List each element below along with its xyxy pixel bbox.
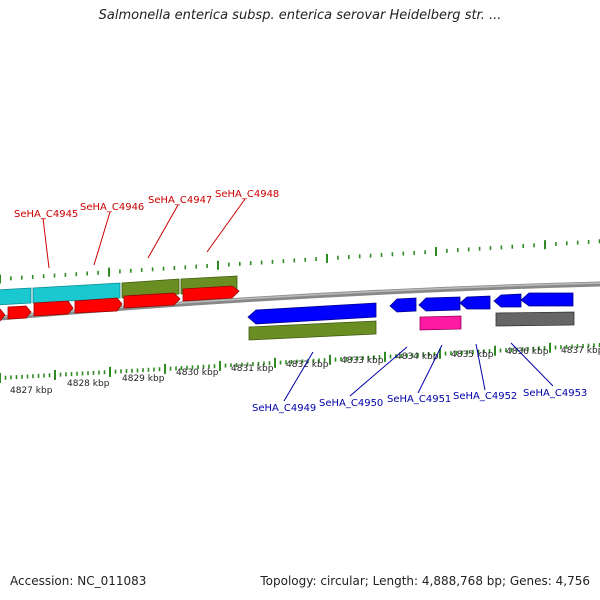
- scale-label: 4836 kbp: [506, 347, 549, 357]
- gene-arrow-red[interactable]: [182, 285, 240, 302]
- gene-feature-magenta[interactable]: [419, 315, 462, 331]
- leader-line: [147, 204, 179, 259]
- gene-label[interactable]: SeHA_C4946: [80, 202, 144, 213]
- leader-line: [42, 217, 50, 269]
- gene-label[interactable]: SeHA_C4945: [14, 209, 78, 220]
- gene-label[interactable]: SeHA_C4951: [387, 394, 451, 405]
- gene-arrow-blue[interactable]: [389, 297, 417, 313]
- gene-arrow-red[interactable]: [0, 308, 6, 322]
- tick-row-bottom: [0, 342, 600, 383]
- leader-line: [475, 343, 486, 391]
- top-label-leaders: [42, 198, 246, 269]
- forward-genes-row-2: [0, 285, 240, 322]
- bottom-label-leaders: [283, 342, 554, 402]
- tick-row-top: [0, 239, 600, 284]
- gene-label[interactable]: SeHA_C4953: [523, 388, 587, 399]
- gene-arrow-red[interactable]: [123, 292, 181, 309]
- leader-line: [93, 211, 111, 266]
- leader-line: [417, 344, 443, 394]
- gene-arrow-blue[interactable]: [520, 292, 574, 307]
- gene-label[interactable]: SeHA_C4950: [319, 398, 383, 409]
- gene-arrow-red[interactable]: [74, 297, 123, 314]
- gene-arrow-blue[interactable]: [459, 295, 491, 310]
- gene-arrow-blue[interactable]: [418, 296, 461, 312]
- accession-text: Accession: NC_011083: [10, 574, 147, 588]
- gene-feature-cyan[interactable]: [0, 287, 32, 306]
- gene-arrow-red[interactable]: [7, 305, 32, 320]
- gene-label[interactable]: SeHA_C4949: [252, 403, 316, 414]
- genome-summary-text: Topology: circular; Length: 4,888,768 bp…: [260, 574, 590, 588]
- scale-label: 4834 kbp: [396, 352, 439, 362]
- scale-label: 4828 kbp: [67, 379, 110, 389]
- gene-arrow-blue[interactable]: [247, 302, 377, 325]
- gene-feature-olive[interactable]: [248, 320, 377, 341]
- scale-labels: 4827 kbp 4828 kbp 4829 kbp 4830 kbp 4831…: [10, 346, 600, 396]
- gene-arrow-red[interactable]: [33, 300, 74, 317]
- scale-label: 4830 kbp: [176, 368, 219, 378]
- gene-feature-gray[interactable]: [495, 311, 575, 327]
- gene-label[interactable]: SeHA_C4947: [148, 195, 212, 206]
- scale-label: 4829 kbp: [122, 374, 165, 384]
- top-gene-labels: SeHA_C4945 SeHA_C4946 SeHA_C4947 SeHA_C4…: [14, 189, 279, 220]
- leader-line: [349, 346, 408, 397]
- leader-line: [206, 198, 246, 253]
- leader-line: [283, 351, 314, 402]
- genome-title: Salmonella enterica subsp. enterica sero…: [98, 8, 502, 23]
- gene-arrow-blue[interactable]: [493, 293, 522, 308]
- scale-label: 4835 kbp: [451, 350, 494, 360]
- reverse-genes-row-1: [247, 292, 574, 325]
- scale-label: 4832 kbp: [286, 360, 329, 370]
- scale-label: 4827 kbp: [10, 386, 53, 396]
- scale-label: 4837 kbp: [561, 346, 600, 356]
- bottom-gene-labels: SeHA_C4949 SeHA_C4950 SeHA_C4951 SeHA_C4…: [252, 388, 587, 414]
- scale-label: 4833 kbp: [341, 356, 384, 366]
- scale-label: 4831 kbp: [231, 364, 274, 374]
- leader-line: [510, 342, 554, 387]
- gene-label[interactable]: SeHA_C4948: [215, 189, 279, 200]
- gene-label[interactable]: SeHA_C4952: [453, 391, 517, 402]
- gene-feature-cyan[interactable]: [32, 282, 121, 304]
- reverse-genes-row-2: [248, 311, 575, 341]
